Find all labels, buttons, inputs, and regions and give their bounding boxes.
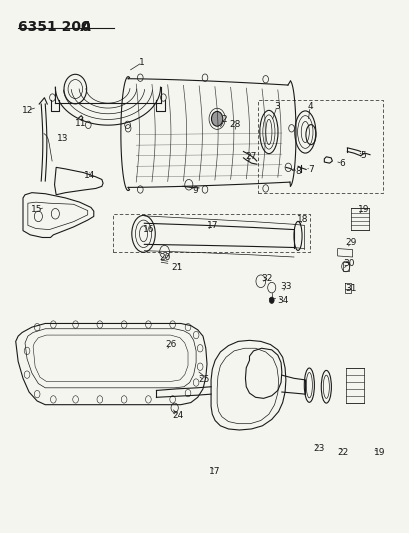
Text: 20: 20 (158, 253, 170, 262)
Text: 17: 17 (209, 467, 220, 475)
Text: 24: 24 (171, 411, 183, 420)
Text: 7: 7 (307, 165, 313, 174)
Text: 4: 4 (307, 102, 312, 111)
Text: A: A (81, 20, 91, 34)
Text: 18: 18 (297, 214, 308, 223)
Text: 6: 6 (339, 159, 344, 168)
Text: 31: 31 (345, 284, 356, 293)
Text: 2: 2 (221, 115, 227, 124)
Text: 3: 3 (274, 102, 279, 111)
Text: 23: 23 (312, 444, 324, 453)
Text: 9: 9 (191, 185, 197, 195)
Text: 19: 19 (357, 205, 369, 214)
Text: 15: 15 (31, 205, 43, 214)
Text: 12: 12 (22, 106, 34, 115)
Text: 17: 17 (206, 221, 218, 230)
Text: 19: 19 (373, 448, 384, 457)
Text: 8: 8 (294, 167, 300, 176)
Text: 13: 13 (57, 134, 68, 143)
Text: 32: 32 (260, 273, 272, 282)
Text: 16: 16 (143, 225, 155, 234)
Text: 21: 21 (171, 263, 183, 272)
Text: 29: 29 (345, 238, 356, 247)
Text: 1: 1 (139, 58, 145, 67)
Circle shape (269, 297, 274, 303)
Text: 11: 11 (74, 118, 86, 127)
Text: 5: 5 (360, 151, 366, 160)
Circle shape (211, 111, 222, 126)
Text: 33: 33 (279, 282, 291, 291)
Text: 22: 22 (337, 448, 348, 457)
Text: 34: 34 (276, 296, 288, 305)
Text: 26: 26 (164, 340, 176, 349)
Bar (342, 262, 348, 271)
Text: 25: 25 (198, 375, 209, 384)
Text: 14: 14 (84, 171, 95, 180)
Text: 6351 200: 6351 200 (18, 20, 90, 34)
Text: 28: 28 (229, 119, 240, 128)
Text: 30: 30 (342, 260, 353, 268)
Text: 27: 27 (245, 152, 256, 161)
